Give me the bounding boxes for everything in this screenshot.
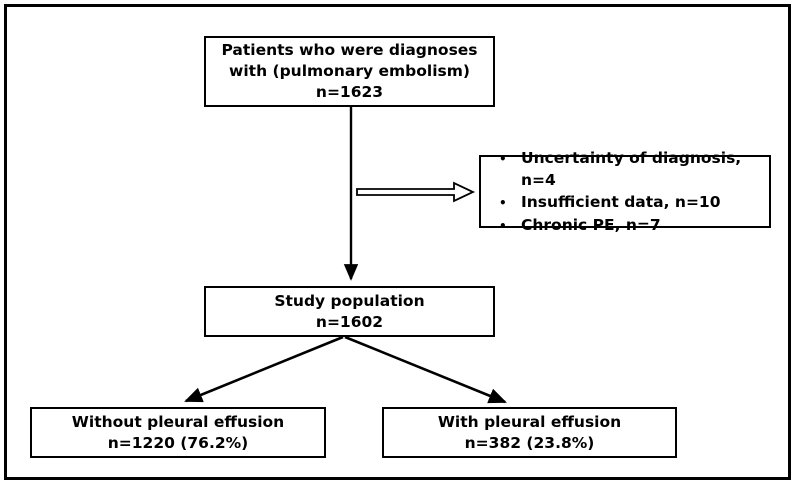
with-box-count: n=382 (23.8%)	[464, 433, 595, 452]
with-box-line1: With pleural effusion	[437, 412, 622, 431]
exclusion-item: • Insufficient data, n=10	[499, 191, 763, 214]
patients-box-line1: Patients who were diagnoses	[221, 41, 478, 59]
bullet-icon: •	[499, 218, 507, 233]
study-box-count: n=1602	[315, 312, 384, 331]
exclusion-item-text: Uncertainty of diagnosis, n=4	[521, 148, 742, 189]
exclusion-item-text: Chronic PE, n=7	[521, 215, 661, 234]
study-box-line1: Study population	[274, 291, 425, 310]
exclusion-criteria-box: • Uncertainty of diagnosis, n=4 • Insuff…	[479, 149, 771, 234]
with-pleural-effusion-box: With pleural effusion n=382 (23.8%)	[382, 407, 677, 458]
patients-diagnosed-box: Patients who were diagnoses with (pulmon…	[204, 36, 495, 107]
exclusion-item: • Chronic PE, n=7	[499, 214, 763, 237]
patients-box-count: n=1623	[315, 83, 384, 101]
exclusion-item: • Uncertainty of diagnosis, n=4	[499, 147, 763, 191]
without-pleural-effusion-box: Without pleural effusion n=1220 (76.2%)	[30, 407, 326, 458]
study-population-box: Study population n=1602	[204, 286, 495, 337]
patients-box-line2: with (pulmonary embolism)	[229, 62, 470, 80]
exclusion-list: • Uncertainty of diagnosis, n=4 • Insuff…	[481, 147, 769, 237]
bullet-icon: •	[499, 151, 507, 166]
without-box-count: n=1220 (76.2%)	[107, 433, 249, 452]
exclusion-item-text: Insufficient data, n=10	[521, 192, 721, 211]
without-box-line1: Without pleural effusion	[71, 412, 285, 431]
bullet-icon: •	[499, 195, 507, 210]
